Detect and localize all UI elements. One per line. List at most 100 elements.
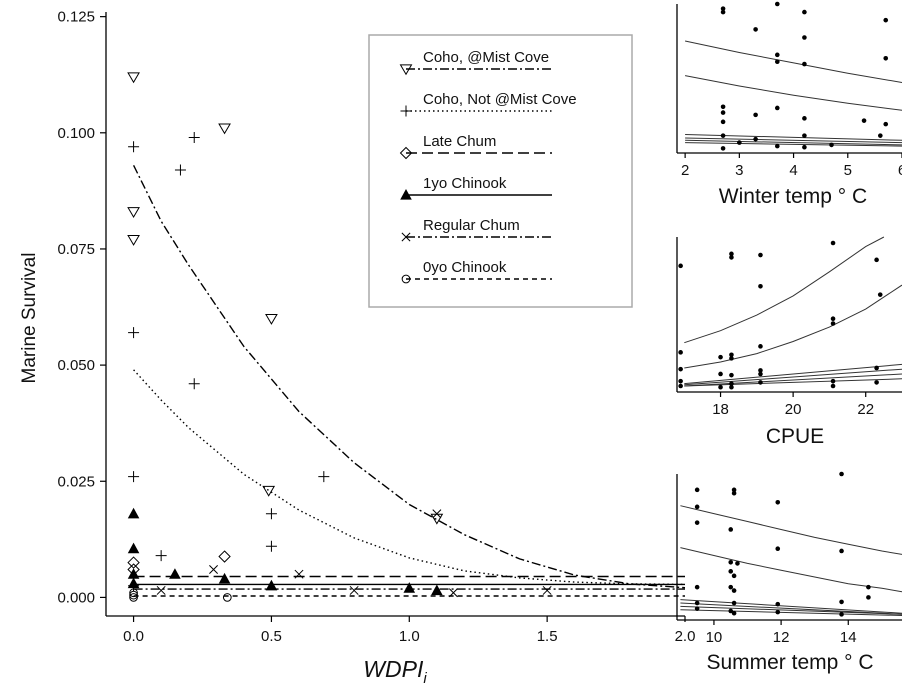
data-point (218, 123, 231, 135)
panel-data-point (720, 9, 726, 15)
panel-data-point (731, 610, 737, 616)
legend-marker (399, 146, 413, 160)
legend-label: Coho, @Mist Cove (423, 49, 549, 66)
main-y-axis-label: Marine Survival (19, 253, 40, 384)
panel-data-point (694, 520, 700, 525)
panel-data-point (720, 110, 726, 115)
main-x-tick-label: 0.0 (123, 628, 144, 645)
legend-label: Late Chum (423, 133, 496, 150)
panel-data-point (678, 378, 683, 384)
panel-data-point (866, 584, 871, 590)
panel-data-point (802, 144, 807, 150)
data-point (448, 588, 458, 598)
main-x-tick-label: 1.5 (537, 628, 558, 645)
panel-data-point (729, 356, 734, 361)
panel-data-point (729, 251, 734, 257)
legend-label: Regular Chum (423, 217, 520, 234)
panel-data-point (874, 380, 879, 385)
data-point (127, 207, 140, 218)
main-y-tick-label: 0.050 (57, 357, 95, 374)
panel-data-point (694, 504, 700, 510)
panel-fit-curve (684, 373, 902, 387)
panel-data-point (883, 17, 889, 23)
data-point (318, 471, 330, 483)
data-point (127, 556, 140, 569)
panel-data-point (718, 371, 723, 377)
panel-data-point (802, 35, 807, 40)
panel-data-point (829, 142, 834, 148)
panel-summer-curves (680, 505, 902, 616)
panel-data-point (720, 119, 726, 125)
legend-box (368, 34, 633, 308)
panel-data-point (678, 383, 683, 389)
panel-data-point (729, 384, 734, 390)
data-point (169, 568, 181, 579)
data-point (129, 588, 138, 598)
panel-fit-curve (680, 599, 902, 614)
data-point (128, 141, 140, 153)
panel-data-point (753, 136, 758, 142)
panel-data-point (731, 490, 737, 496)
panel-data-point (694, 487, 700, 493)
panel-data-point (775, 499, 781, 505)
panel-data-point (694, 606, 700, 611)
panel-data-point (729, 372, 734, 378)
data-point (218, 572, 231, 584)
panel-data-point (883, 55, 889, 61)
panel-x-tick-label: 4 (789, 162, 797, 179)
panel-x-tick-label: 2 (681, 162, 689, 179)
main-x-tick-label: 0.5 (261, 628, 282, 645)
main-y-tick-label: 0.100 (57, 125, 95, 142)
data-point (265, 540, 277, 552)
panel-data-point (839, 599, 844, 605)
panel-x-tick-label: 22 (857, 401, 874, 418)
panel-data-point (775, 105, 780, 111)
data-point (209, 565, 219, 575)
data-point (265, 314, 278, 325)
panel-data-point (718, 354, 723, 360)
panel-data-point (758, 371, 763, 377)
panel-data-point (678, 263, 683, 269)
legend: Coho, @Mist Cove Coho, Not @Mist Cove Late… (368, 34, 633, 308)
data-point (265, 508, 277, 520)
data-point (188, 378, 200, 390)
panel-data-point (758, 283, 763, 289)
panel-data-point (753, 27, 758, 32)
panel-fit-curve (684, 284, 902, 369)
panel-data-point (874, 257, 879, 263)
data-point (349, 585, 359, 595)
panel-data-point (802, 9, 807, 15)
panel-data-point (728, 608, 734, 614)
panel-data-point (728, 527, 734, 532)
panel-data-point (775, 143, 780, 149)
main-x-axis-label: WDPIi (363, 656, 427, 687)
main-x-ticks: 0.0 0.5 1.0 1.5 2.0 (123, 616, 695, 645)
panel-cpue: 18 20 22 CPUE (676, 236, 902, 448)
panel-data-point (735, 561, 740, 566)
panel-summer-points (694, 471, 871, 617)
panel-summer-x-label: Summer temp ° C (706, 651, 873, 674)
panel-data-point (775, 601, 781, 607)
main-axes (105, 12, 685, 617)
panel-data-point (830, 383, 836, 389)
main-y-ticks: 0.000 0.025 0.050 0.075 0.100 0.125 (57, 9, 106, 606)
panel-data-point (737, 140, 742, 145)
panel-data-point (728, 584, 734, 590)
data-point (294, 569, 304, 579)
panel-fit-curve (685, 75, 902, 111)
panel-summer-ticks: 10 12 14 (706, 620, 857, 646)
panel-data-point (731, 487, 737, 493)
panel-data-point (694, 600, 700, 606)
data-point (222, 593, 232, 602)
panel-data-point (678, 350, 683, 355)
data-point (542, 585, 552, 595)
panel-fit-curve (684, 236, 885, 344)
panel-fit-curve (680, 505, 902, 555)
data-point (129, 593, 138, 602)
panel-data-point (775, 546, 781, 551)
panel-x-tick-label: 10 (706, 629, 723, 646)
panel-data-point (758, 344, 763, 349)
panel-x-tick-label: 3 (735, 162, 743, 179)
panel-data-point (775, 52, 780, 58)
panel-data-point (731, 600, 737, 606)
